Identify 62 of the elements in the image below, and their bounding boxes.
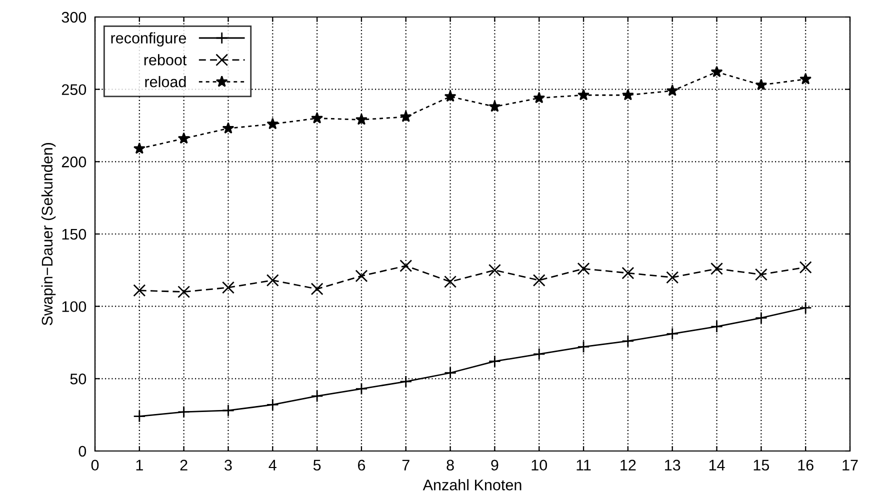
y-tick-label: 250 [62,84,86,96]
point [266,118,279,130]
point [488,264,501,276]
point [222,122,234,134]
point [799,261,812,274]
point [355,113,368,125]
point [444,275,457,288]
point [666,271,679,284]
y-tick-label: 200 [62,156,86,168]
y-tick-label: 0 [78,446,86,457]
y-tick-label: 100 [62,301,86,312]
point [266,274,279,287]
x-tick-label: 9 [491,460,498,471]
x-tick-label: 5 [313,460,321,471]
point [444,90,456,102]
point [178,286,190,298]
point [577,262,590,275]
x-tick-label: 8 [446,460,454,471]
point [533,92,546,104]
point [622,266,634,280]
point [755,78,768,90]
point [666,84,678,96]
x-tick-label: 0 [91,460,99,471]
x-tick-label: 14 [709,460,725,470]
x-tick-label: 13 [665,460,680,471]
point [133,284,146,297]
x-tick-label: 4 [268,460,276,470]
point [488,100,501,112]
x-tick-label: 15 [754,460,770,471]
legend-label: reboot [144,54,187,66]
y-tick-label: 300 [62,12,86,23]
x-tick-label: 11 [576,460,591,470]
point [133,142,146,154]
x-tick-label: 16 [798,460,814,471]
y-axis-title: Swapin−Dauer (Sekunden) [41,143,56,326]
x-tick-label: 12 [620,460,636,470]
point [622,88,634,100]
point [400,260,412,272]
point [710,66,723,78]
x-tick-label: 3 [224,460,232,471]
point [222,281,234,294]
point [532,274,546,287]
x-tick-label: 1 [136,460,143,470]
point [754,268,768,281]
point [310,282,324,296]
legend-label: reload [145,76,186,88]
point [178,132,190,144]
x-tick-label: 17 [842,460,858,470]
point [400,110,412,122]
x-axis-title: Anzahl Knoten [422,479,522,490]
point [355,270,368,282]
legend-label: reconfigure [111,32,186,47]
y-tick-label: 50 [70,374,86,384]
point [578,88,590,100]
x-tick-label: 6 [358,460,366,471]
point [710,262,724,275]
x-tick-label: 10 [532,460,548,471]
x-tick-label: 7 [402,460,410,470]
point [800,72,812,84]
point [311,112,324,124]
y-tick-label: 150 [62,228,86,240]
x-tick-label: 2 [180,460,188,470]
